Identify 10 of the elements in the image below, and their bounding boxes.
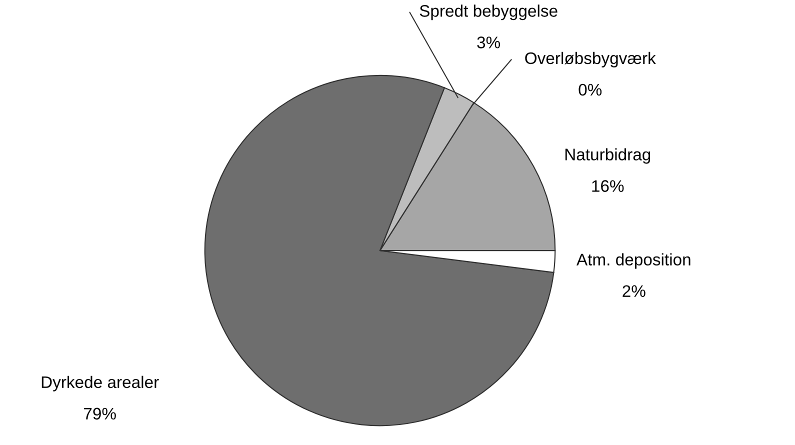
data-label: 16% [592, 180, 624, 192]
text: 0% [578, 84, 602, 96]
data-label: 2% [622, 285, 646, 297]
slice-label: Dyrkede arealer [42, 376, 159, 392]
slice-label: Naturbidrag [565, 148, 650, 164]
data-label: 79% [84, 408, 116, 420]
slice-label: Spredt bebyggelse [420, 4, 558, 20]
slice-label: Atm. deposition [576, 253, 690, 269]
data-label: 3% [477, 36, 500, 48]
category-label: Overløbsbygværk [525, 52, 656, 68]
